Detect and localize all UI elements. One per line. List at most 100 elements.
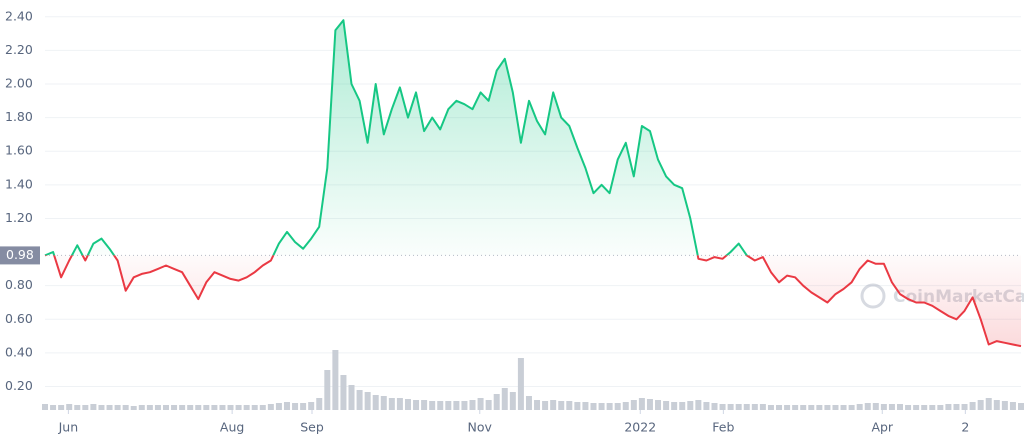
volume-bar (1009, 402, 1016, 410)
volume-bar (864, 403, 871, 410)
volume-bar (880, 404, 887, 410)
volume-bar (106, 405, 113, 410)
volume-bar (82, 405, 89, 410)
volume-bar (138, 405, 145, 410)
volume-bar (50, 405, 57, 410)
y-tick-label: 1.20 (5, 210, 33, 225)
volume-bar (558, 401, 565, 410)
volume-bar (800, 405, 807, 410)
volume-bar (453, 401, 460, 410)
y-tick-label: 2.20 (5, 42, 33, 57)
volume-bar (259, 405, 266, 410)
volume-bar (840, 405, 847, 410)
volume-bar (888, 404, 895, 410)
volume-bar (211, 405, 218, 410)
y-tick-label: 0.20 (5, 378, 33, 393)
volume-bar (582, 402, 589, 410)
price-line-up (44, 19, 749, 256)
volume-bar (437, 401, 444, 410)
volume-bar (727, 404, 734, 410)
volume-bar (461, 401, 468, 410)
x-tick-label: Aug (220, 420, 244, 435)
x-tick-label: Feb (712, 420, 734, 435)
volume-bar (421, 400, 428, 410)
volume-bar (929, 405, 936, 410)
volume-bar (332, 350, 339, 410)
volume-bar (130, 406, 137, 410)
volume-bar (388, 398, 395, 410)
volume-bar (235, 405, 242, 410)
volume-bar (227, 405, 234, 410)
volume-bar (42, 404, 48, 410)
volume-bar (614, 403, 621, 410)
volume-bar (638, 398, 645, 410)
volume-bar (735, 404, 742, 410)
volume-bar (622, 402, 629, 410)
volume-bar (179, 405, 186, 410)
volume-bar (606, 403, 613, 410)
volume-bar (356, 390, 363, 410)
volume-bar (542, 401, 549, 410)
volume-bar (162, 405, 169, 410)
baseline-label-box (0, 246, 40, 265)
volume-bar (687, 401, 694, 410)
volume-bar (1001, 401, 1008, 410)
baseline-label: 0.98 (6, 247, 34, 262)
watermark-logo (860, 283, 886, 309)
y-tick-label: 0.80 (5, 277, 33, 292)
volume-bar (122, 405, 129, 410)
volume-bar (913, 405, 920, 410)
volume-bar (146, 405, 153, 410)
volume-bar (759, 404, 766, 410)
volume-bar (267, 404, 274, 410)
volume-bar (550, 400, 557, 410)
volume-bar (324, 370, 331, 410)
volume-bar (171, 405, 178, 410)
volume-bar (380, 396, 387, 410)
volume-bar (703, 402, 710, 410)
volume-bar (630, 400, 637, 410)
volume-bar (743, 404, 750, 410)
y-tick-label: 2.40 (5, 8, 33, 23)
volume-bar (493, 394, 500, 410)
volume-bar (477, 398, 484, 410)
volume-bar (824, 405, 831, 410)
volume-bar (90, 404, 97, 410)
volume-bar (663, 401, 670, 410)
volume-bar (372, 395, 379, 410)
y-tick-label: 1.60 (5, 143, 33, 158)
volume-bar (396, 398, 403, 410)
y-tick-label: 1.80 (5, 109, 33, 124)
volume-bar (66, 404, 73, 410)
volume-bar (517, 358, 524, 410)
volume-bar (590, 403, 597, 410)
volume-bar (1018, 403, 1024, 410)
y-tick-label: 0.40 (5, 344, 33, 359)
volume-bar (897, 404, 904, 410)
volume-bar (816, 405, 823, 410)
x-tick-label: Apr (871, 420, 893, 435)
volume-bar (404, 399, 411, 410)
volume-bar (848, 405, 855, 410)
volume-bar (776, 405, 783, 410)
volume-bar (574, 402, 581, 410)
volume-bar (348, 385, 355, 410)
volume-bar (114, 405, 121, 410)
volume-bar (905, 405, 912, 410)
volume-bar (275, 403, 282, 410)
y-tick-label: 2.00 (5, 76, 33, 91)
price-area (45, 20, 1021, 347)
volume-bar (219, 405, 226, 410)
volume-bar (501, 388, 508, 410)
volume-bar (300, 403, 307, 410)
volume-bar (58, 405, 65, 410)
volume-bar (719, 404, 726, 410)
volume-bar (711, 403, 718, 410)
volume-bar (856, 404, 863, 410)
volume-bar (921, 405, 928, 410)
volume-bar (203, 405, 210, 410)
y-tick-label: 0.60 (5, 311, 33, 326)
volume-bar (243, 405, 250, 410)
volume-bar (195, 405, 202, 410)
